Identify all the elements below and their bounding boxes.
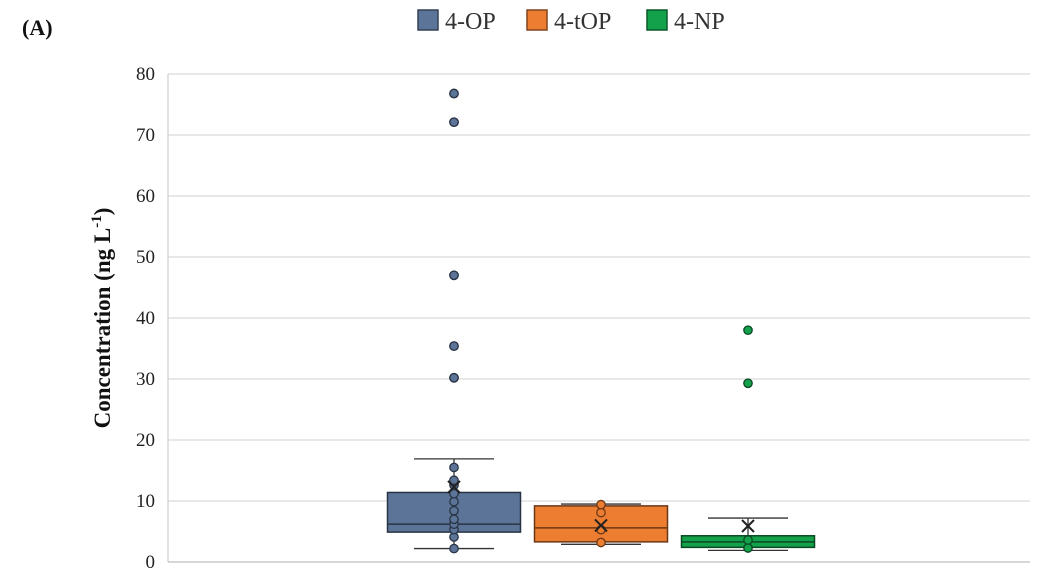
data-point — [449, 505, 459, 516]
mean-marker — [741, 519, 755, 533]
data-point — [449, 543, 459, 554]
y-tick-label: 10 — [136, 491, 155, 512]
y-axis-title-superscript: -1 — [89, 215, 105, 228]
outlier-point — [449, 88, 459, 99]
legend-label: 4-OP — [445, 9, 496, 35]
y-axis-title-close: ) — [90, 208, 115, 216]
legend-label: 4-tOP — [554, 9, 611, 35]
boxes — [386, 88, 816, 554]
y-axis-title-text: Concentration (ng L — [90, 228, 115, 429]
y-tick-label: 30 — [136, 369, 155, 390]
box-group — [386, 88, 522, 554]
mean-marker-stroke — [447, 480, 461, 494]
mean-marker-stroke — [594, 518, 608, 533]
y-tick-label: 70 — [136, 125, 155, 146]
outlier-point — [743, 325, 753, 336]
data-point — [743, 535, 753, 545]
data-point — [449, 514, 459, 525]
mean-marker-stroke — [741, 519, 755, 533]
data-point — [596, 507, 606, 518]
data-point — [449, 462, 459, 473]
data-point — [596, 499, 606, 510]
y-tick-label: 0 — [146, 552, 156, 569]
outlier-point — [449, 341, 459, 351]
legend-swatch — [646, 9, 668, 31]
outlier-point — [449, 270, 459, 281]
data-point — [449, 496, 459, 507]
legend-swatch — [526, 9, 548, 31]
y-tick-label: 50 — [136, 247, 155, 268]
box-group — [533, 499, 669, 548]
y-tick-label: 80 — [136, 64, 155, 85]
legend: 4-OP 4-tOP 4-NP — [417, 9, 725, 35]
outlier-point — [449, 372, 459, 383]
panel-label: (A) — [22, 15, 53, 40]
mean-marker — [447, 480, 461, 494]
box-group — [680, 325, 816, 553]
outlier-point — [449, 117, 459, 128]
outlier-point — [743, 378, 753, 389]
y-tick-label: 20 — [136, 430, 155, 451]
y-axis-title: Concentration (ng L-1) — [89, 208, 115, 429]
gridlines — [168, 73, 1030, 502]
data-point — [743, 543, 753, 553]
data-point — [449, 475, 459, 486]
legend-swatch — [417, 9, 439, 31]
y-axis-tick-labels: 0 10 20 30 40 50 60 70 80 — [136, 64, 155, 569]
data-point — [596, 537, 606, 548]
legend-label: 4-NP — [674, 9, 725, 35]
y-tick-label: 40 — [136, 308, 155, 329]
mean-marker — [594, 518, 608, 533]
y-tick-label: 60 — [136, 186, 155, 207]
